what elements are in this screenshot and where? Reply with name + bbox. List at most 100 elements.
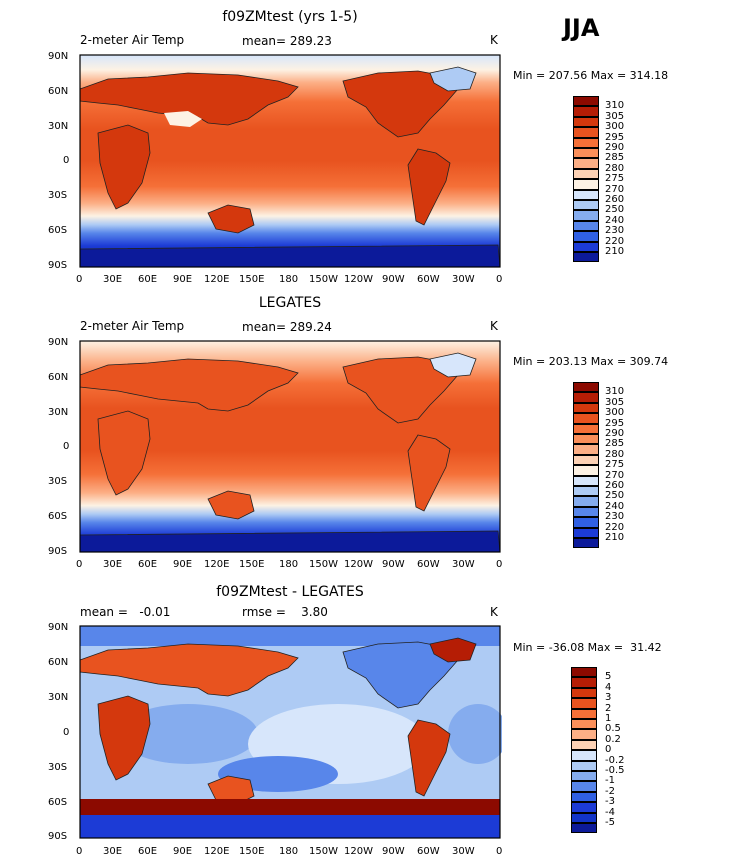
lat-tick: 60S <box>48 511 68 522</box>
panel1-title: f09ZMtest (yrs 1-5) <box>222 9 358 25</box>
colorbar-label: 0 <box>605 744 612 756</box>
colorbar-swatch <box>571 739 597 751</box>
colorbar-label: -0.5 <box>605 765 625 776</box>
colorbar-swatch <box>571 771 597 782</box>
lon-tick: 0 <box>496 559 503 570</box>
lat-tick: 60S <box>48 797 68 808</box>
lat-tick: 30N <box>48 121 69 132</box>
colorbar-label: 2 <box>605 702 612 714</box>
lat-tick: 60N <box>48 86 69 97</box>
colorbar-swatch <box>573 382 599 393</box>
lon-tick: 150E <box>239 846 265 857</box>
lon-tick: 120E <box>204 274 230 285</box>
lon-tick: 180 <box>279 559 299 570</box>
colorbar-swatch <box>573 127 599 138</box>
lon-tick: 60E <box>138 274 158 285</box>
season-label: JJA <box>563 14 600 42</box>
panel1-antarctica <box>79 244 501 268</box>
panel3-antarctica <box>80 815 500 838</box>
colorbar-label: 220 <box>605 235 625 247</box>
lon-tick: 90E <box>173 559 193 570</box>
panel2-title: LEGATES <box>258 295 322 311</box>
panel2-land <box>79 356 459 520</box>
lon-tick: 150W <box>309 274 338 285</box>
lon-tick: 120W <box>344 559 373 570</box>
lon-tick: 30W <box>452 274 475 285</box>
colorbar-swatch <box>571 802 597 813</box>
lat-tick: 30N <box>48 692 69 703</box>
colorbar-swatch <box>573 434 599 445</box>
panel3-ocean-patches <box>80 626 502 792</box>
colorbar-swatch <box>573 496 599 507</box>
lon-tick: 0 <box>496 274 503 285</box>
panel1-frame <box>79 54 501 268</box>
colorbar-label: 210 <box>605 246 625 257</box>
lon-tick: 180 <box>279 846 299 857</box>
panel3-mean: mean = -0.01 <box>80 605 171 619</box>
colorbar-label: 295 <box>605 131 625 143</box>
colorbar-swatch <box>573 158 599 169</box>
lon-tick: 0 <box>76 846 83 857</box>
panel3-map <box>79 625 502 839</box>
colorbar-swatch <box>571 791 597 803</box>
colorbar-label: -3 <box>605 796 615 808</box>
colorbar-label: 230 <box>605 511 625 523</box>
lat-tick: 60N <box>48 657 69 668</box>
colorbar-label: 305 <box>605 110 625 122</box>
colorbar-swatch <box>573 465 599 476</box>
colorbar-swatch <box>573 241 599 252</box>
colorbar-swatch <box>571 677 597 688</box>
colorbar-label: 270 <box>605 469 625 481</box>
colorbar-swatch <box>571 729 597 740</box>
lon-tick: 30E <box>103 274 123 285</box>
colorbar-swatch <box>571 760 597 771</box>
colorbar-label: -0.2 <box>605 754 625 766</box>
colorbar-swatch <box>573 210 599 221</box>
panel1-mean: mean= 289.23 <box>242 34 332 48</box>
colorbar-swatch <box>571 823 597 834</box>
colorbar-label: 250 <box>605 204 625 216</box>
colorbar-label: 270 <box>605 183 625 195</box>
colorbar-swatch <box>573 413 599 424</box>
colorbar-swatch <box>573 189 599 200</box>
panel1-tibet <box>164 111 202 127</box>
panel1-greenland <box>429 66 477 92</box>
lon-tick: 30W <box>452 846 475 857</box>
colorbar-label: -2 <box>605 785 615 797</box>
colorbar-label: 3 <box>605 692 612 704</box>
colorbar-swatch <box>571 698 597 709</box>
colorbar-swatch <box>573 220 599 232</box>
colorbar-swatch <box>573 179 599 190</box>
colorbar-label: 240 <box>605 500 625 512</box>
colorbar-label: 290 <box>605 428 625 439</box>
colorbar-label: 220 <box>605 521 625 533</box>
panel2-antarctica <box>79 530 501 553</box>
colorbar-swatch <box>571 812 597 823</box>
colorbar-swatch <box>571 750 597 761</box>
colorbar-swatch <box>573 231 599 242</box>
colorbar-swatch <box>571 719 597 730</box>
colorbar-label: 1 <box>605 713 612 724</box>
colorbar-swatch <box>573 486 599 497</box>
colorbar-swatch <box>573 444 599 455</box>
colorbar-swatch <box>573 392 599 403</box>
panel3-title: f09ZMtest - LEGATES <box>216 584 364 600</box>
lat-tick: 30S <box>48 476 68 487</box>
lat-tick: 60N <box>48 372 69 383</box>
lon-tick: 30W <box>452 559 475 570</box>
panel1-land <box>79 70 459 234</box>
colorbar-label: 5 <box>605 671 612 683</box>
colorbar-label: 250 <box>605 490 625 502</box>
colorbar-swatch <box>573 168 599 180</box>
colorbar-swatch <box>573 527 599 538</box>
lon-tick: 60W <box>417 274 440 285</box>
lon-tick: 90E <box>173 846 193 857</box>
colorbar-label: 290 <box>605 142 625 153</box>
colorbar-swatch <box>573 116 599 128</box>
colorbar-label: 280 <box>605 162 625 174</box>
panel2-left-label: 2-meter Air Temp <box>80 319 185 333</box>
colorbar-label: 230 <box>605 225 625 237</box>
panel2-greenland <box>429 352 477 378</box>
colorbar-label: 295 <box>605 417 625 429</box>
panel3-minmax: Min = -36.08 Max = 31.42 <box>513 641 662 654</box>
